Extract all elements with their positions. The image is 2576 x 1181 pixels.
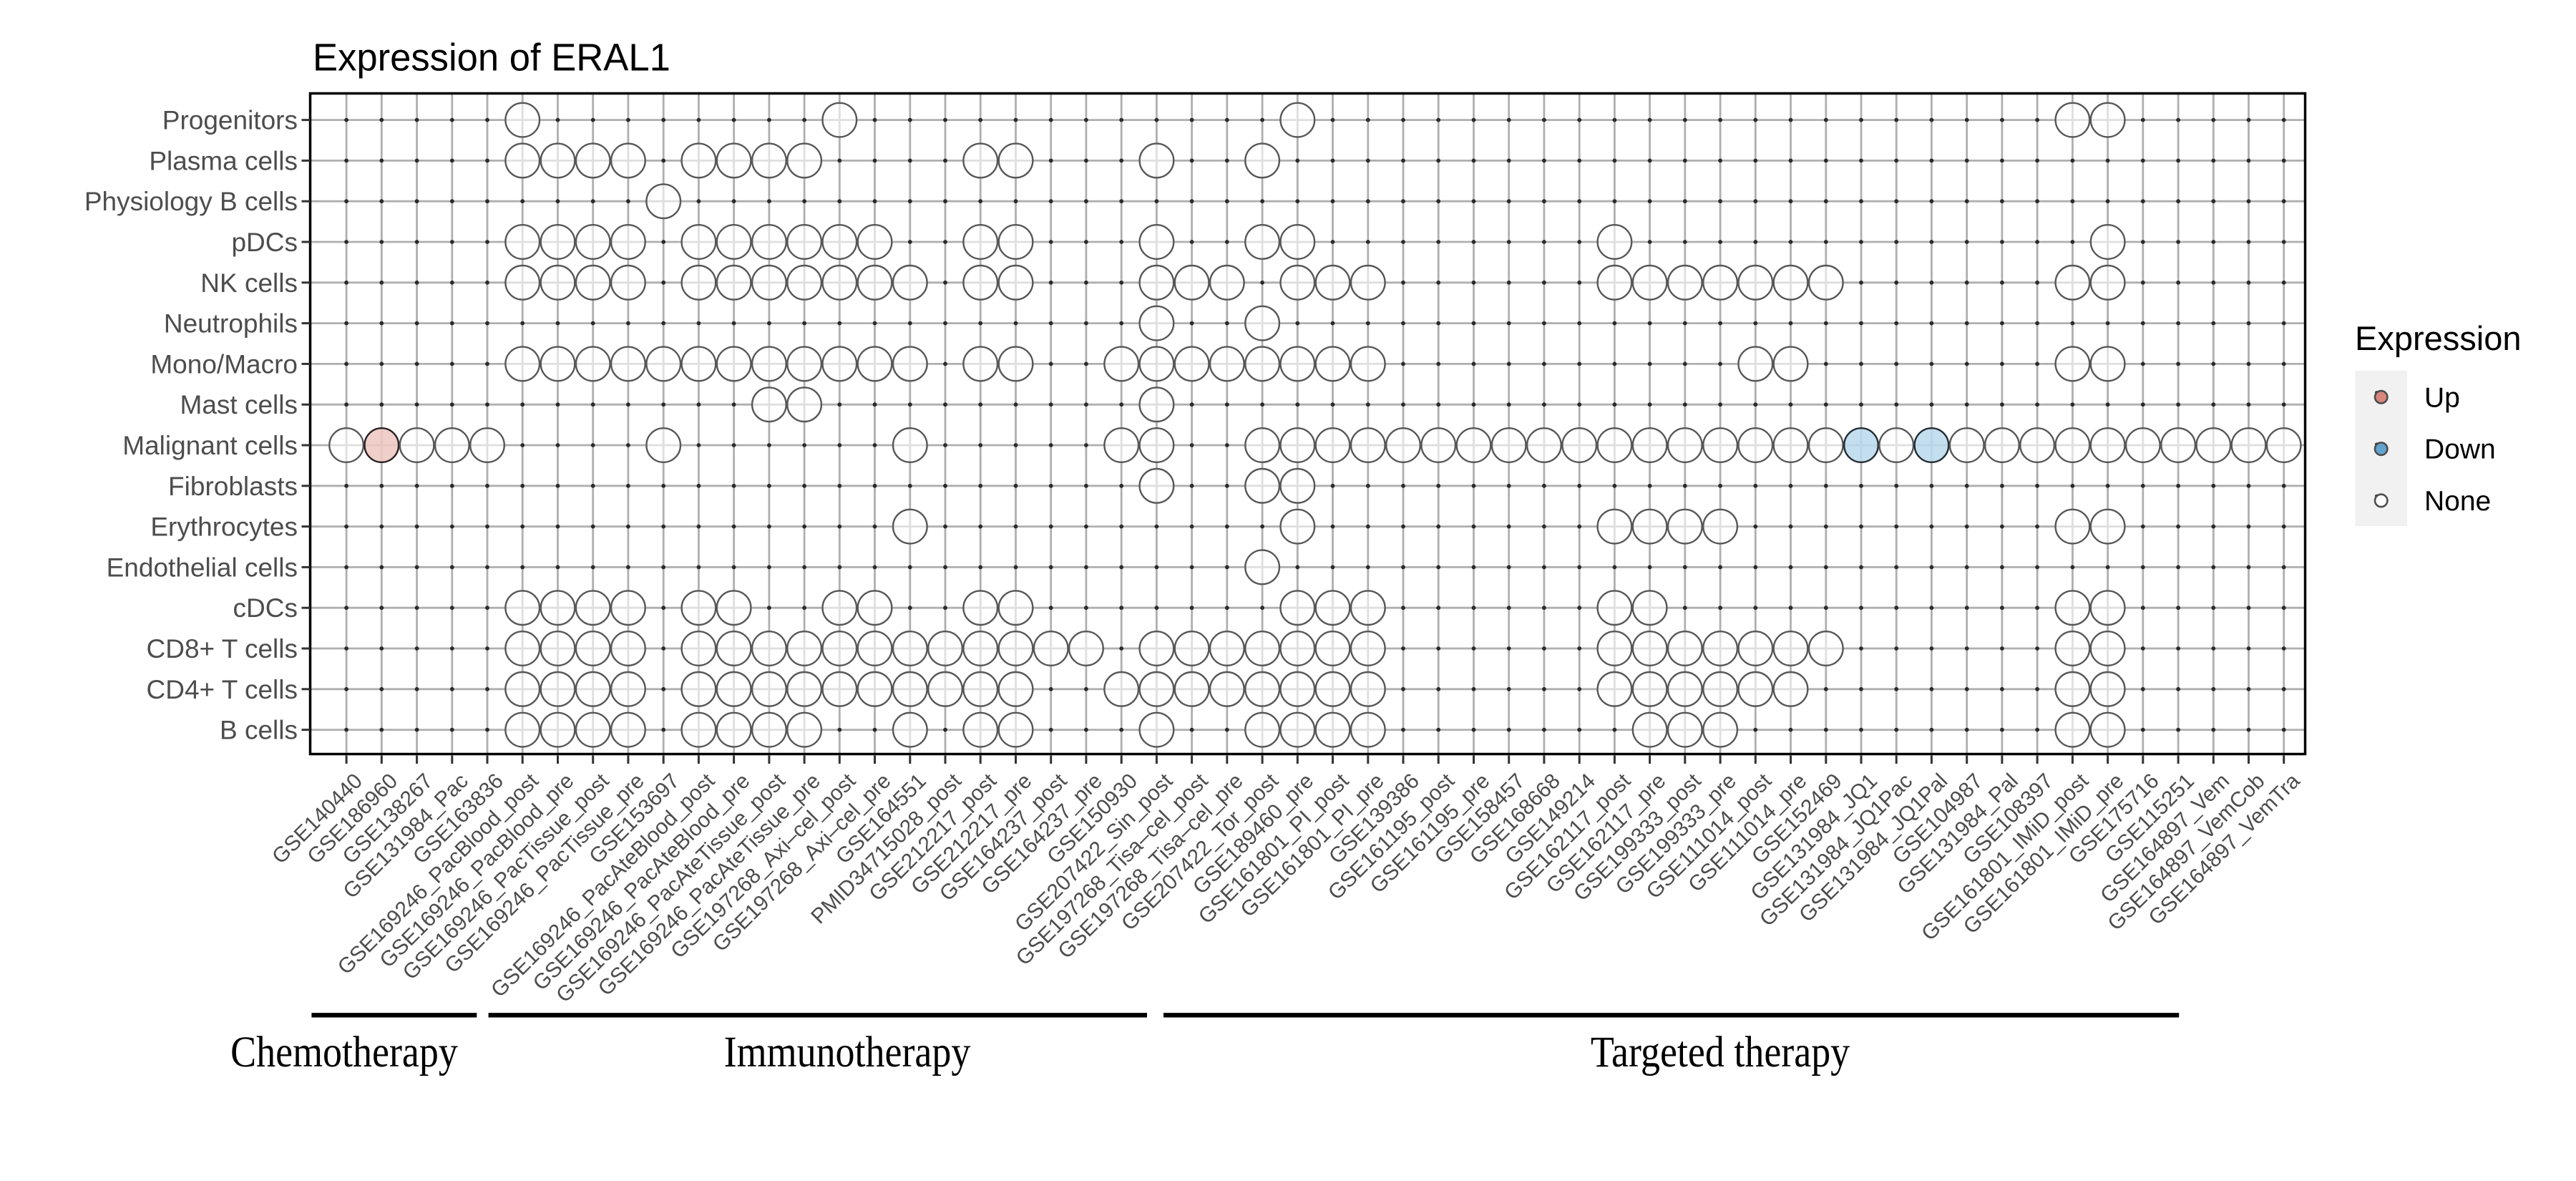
svg-text:Physiology B cells: Physiology B cells [84, 187, 298, 216]
svg-text:Targeted therapy: Targeted therapy [1591, 1029, 1850, 1076]
svg-text:Chemotherapy: Chemotherapy [230, 1029, 458, 1076]
svg-text:Immunotherapy: Immunotherapy [724, 1029, 971, 1076]
svg-text:CD8+ T cells: CD8+ T cells [147, 634, 298, 664]
svg-text:pDCs: pDCs [231, 228, 298, 257]
svg-text:Expression: Expression [2355, 319, 2522, 357]
svg-text:Down: Down [2424, 434, 2496, 465]
svg-text:B cells: B cells [220, 716, 298, 745]
svg-text:Neutrophils: Neutrophils [164, 309, 298, 339]
svg-text:Malignant cells: Malignant cells [122, 431, 298, 460]
svg-text:Erythrocytes: Erythrocytes [150, 512, 298, 542]
svg-text:cDCs: cDCs [233, 593, 298, 623]
svg-text:NK cells: NK cells [200, 268, 298, 298]
svg-text:Endothelial cells: Endothelial cells [107, 553, 298, 582]
svg-text:Expression of ERAL1: Expression of ERAL1 [313, 37, 670, 79]
svg-text:Plasma cells: Plasma cells [149, 146, 298, 175]
svg-text:Fibroblasts: Fibroblasts [168, 472, 298, 501]
svg-text:Progenitors: Progenitors [162, 106, 298, 135]
svg-text:Mast cells: Mast cells [180, 390, 298, 419]
svg-text:Mono/Macro: Mono/Macro [150, 349, 298, 379]
svg-text:CD4+ T cells: CD4+ T cells [147, 675, 298, 704]
svg-text:None: None [2424, 486, 2491, 517]
svg-text:Up: Up [2424, 382, 2460, 413]
